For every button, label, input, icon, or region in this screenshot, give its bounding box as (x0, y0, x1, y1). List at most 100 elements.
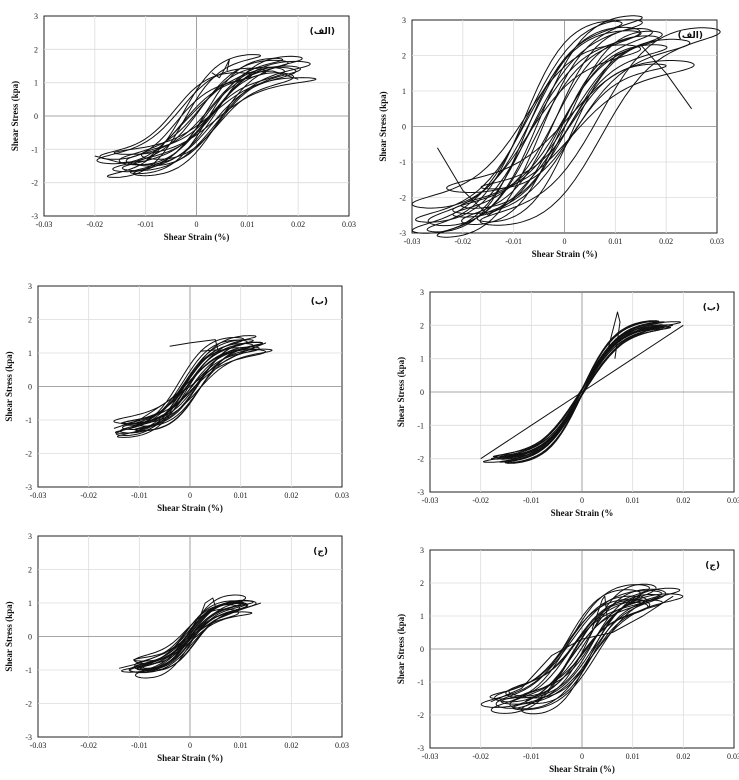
x-tick-label: 0 (563, 237, 567, 246)
y-tick-label: 2 (402, 52, 406, 61)
hysteresis-loop (461, 28, 653, 225)
y-tick-label: 1 (34, 79, 38, 88)
y-tick-label: -3 (399, 229, 406, 238)
x-tick-label: 0.03 (335, 741, 349, 750)
y-axis-title: Shear Stress (kpa) (4, 601, 14, 671)
y-tick-label: 2 (28, 566, 32, 575)
x-axis-title: Shear Strain (% (551, 508, 614, 518)
y-tick-label: 2 (420, 579, 424, 588)
x-tick-label: 0 (188, 741, 192, 750)
x-tick-label: -0.02 (86, 220, 103, 229)
y-tick-label: -2 (399, 194, 406, 203)
x-tick-label: 0.02 (284, 741, 298, 750)
x-tick-label: 0.03 (710, 237, 724, 246)
hysteresis-loop (136, 602, 247, 671)
x-tick-label: 0.02 (284, 491, 298, 500)
x-tick-label: 0.03 (727, 496, 739, 505)
chart-panel-2: -0.03 -0.02 -0.01 0 0.01 0.02 0.03 -3 -2 -1 0 1 2 3 Sh… (378, 12, 735, 260)
backbone-curve (94, 70, 299, 164)
hysteresis-chart: -0.03 -0.02 -0.01 0 0.01 0.02 0.03 -3 -2 -1 0 1 2 3 Sh… (10, 12, 356, 242)
panel-label: (ج) (705, 561, 720, 571)
x-tick-label: -0.01 (523, 496, 540, 505)
hysteresis-loop (505, 599, 651, 699)
y-tick-label: 3 (420, 546, 424, 555)
x-tick-label: 0.01 (240, 220, 254, 229)
x-tick-label: 0.03 (335, 491, 349, 500)
x-tick-label: -0.03 (36, 220, 53, 229)
chart-panel-4: -0.03 -0.02 -0.01 0 0.01 0.02 0.03 -3 -2 -1 0 1 2 3 Sh… (392, 286, 739, 526)
y-axis-title: Shear Stress (kpa) (4, 351, 14, 421)
y-tick-label: 3 (28, 532, 32, 541)
hysteresis-loop (489, 598, 645, 700)
x-tick-label: 0.03 (727, 752, 739, 761)
hysteresis-chart: -0.03 -0.02 -0.01 0 0.01 0.02 0.03 -3 -2 -1 0 1 2 3 Sh… (378, 15, 724, 259)
y-tick-label: 0 (28, 633, 32, 642)
y-tick-label: -3 (25, 733, 32, 742)
hysteresis-loop (476, 30, 663, 223)
hysteresis-loop (512, 587, 681, 711)
panel-label: (ب) (703, 303, 720, 313)
x-tick-label: -0.02 (472, 752, 489, 761)
y-tick-label: -3 (417, 488, 424, 497)
x-tick-label: -0.01 (131, 741, 148, 750)
panel-label: (الف) (678, 31, 703, 41)
hysteresis-loop (113, 349, 266, 424)
y-tick-label: -1 (417, 421, 424, 430)
y-tick-label: 2 (420, 321, 424, 330)
hysteresis-loop (118, 66, 285, 166)
hysteresis-loop (133, 55, 303, 177)
x-tick-label: -0.02 (80, 491, 97, 500)
hysteresis-loop (117, 335, 257, 438)
spike-curve (591, 595, 608, 630)
spike-curve (199, 597, 216, 617)
chart-panel-1: -0.03 -0.02 -0.01 0 0.01 0.02 0.03 -3 -2 -1 0 1 2 3 Sh… (0, 6, 360, 254)
y-tick-label: -2 (25, 700, 32, 709)
x-tick-label: 0 (188, 491, 192, 500)
x-axis-title: Shear Strain (%) (549, 764, 615, 774)
y-tick-label: 2 (28, 316, 32, 325)
x-tick-label: -0.01 (137, 220, 154, 229)
x-tick-label: -0.02 (472, 496, 489, 505)
y-tick-label: 0 (28, 383, 32, 392)
x-tick-label: 0 (580, 496, 584, 505)
x-tick-label: -0.03 (422, 752, 439, 761)
x-axis-title: Shear Strain (%) (532, 249, 598, 259)
hysteresis-loop (128, 599, 257, 674)
x-tick-label: -0.01 (505, 237, 522, 246)
hysteresis-loop (134, 608, 240, 665)
y-tick-label: -3 (417, 744, 424, 753)
y-axis-title: Shear Stress (kpa) (396, 614, 406, 684)
chart-panel-3: -0.03 -0.02 -0.01 0 0.01 0.02 0.03 -3 -2 -1 0 1 2 3 Sh… (0, 280, 360, 520)
y-tick-label: 3 (28, 282, 32, 291)
hysteresis-loop (411, 19, 643, 234)
y-tick-label: -1 (25, 416, 32, 425)
hysteresis-chart: -0.03 -0.02 -0.01 0 0.01 0.02 0.03 -3 -2 -1 0 1 2 3 Sh… (4, 532, 349, 763)
x-tick-label: 0.02 (676, 496, 690, 505)
x-tick-label: -0.03 (30, 741, 47, 750)
y-tick-label: 2 (34, 45, 38, 54)
x-tick-label: 0.03 (342, 220, 356, 229)
x-tick-label: -0.03 (30, 491, 47, 500)
x-tick-label: 0.01 (608, 237, 622, 246)
y-tick-label: 3 (34, 12, 38, 21)
x-tick-label: 0.02 (659, 237, 673, 246)
y-tick-label: -1 (417, 678, 424, 687)
hysteresis-loop (479, 27, 721, 226)
y-tick-label: 3 (420, 288, 424, 297)
hysteresis-chart: -0.03 -0.02 -0.01 0 0.01 0.02 0.03 -3 -2 -1 0 1 2 3 Sh… (4, 282, 349, 513)
y-tick-label: 3 (402, 16, 406, 25)
hysteresis-loop (113, 77, 317, 155)
hysteresis-loop (522, 599, 663, 699)
y-tick-label: 0 (34, 112, 38, 121)
y-tick-label: -1 (31, 145, 38, 154)
panel-label: (ج) (313, 547, 328, 557)
x-tick-label: 0.01 (234, 491, 248, 500)
x-tick-label: 0.01 (626, 496, 640, 505)
x-axis-title: Shear Strain (%) (164, 232, 230, 242)
y-tick-label: -2 (25, 450, 32, 459)
x-tick-label: 0.01 (626, 752, 640, 761)
y-tick-label: 0 (402, 123, 406, 132)
hysteresis-chart: -0.03 -0.02 -0.01 0 0.01 0.02 0.03 -3 -2 -1 0 1 2 3 Sh… (396, 288, 739, 518)
x-tick-label: -0.03 (404, 237, 421, 246)
hysteresis-loop (135, 341, 263, 432)
